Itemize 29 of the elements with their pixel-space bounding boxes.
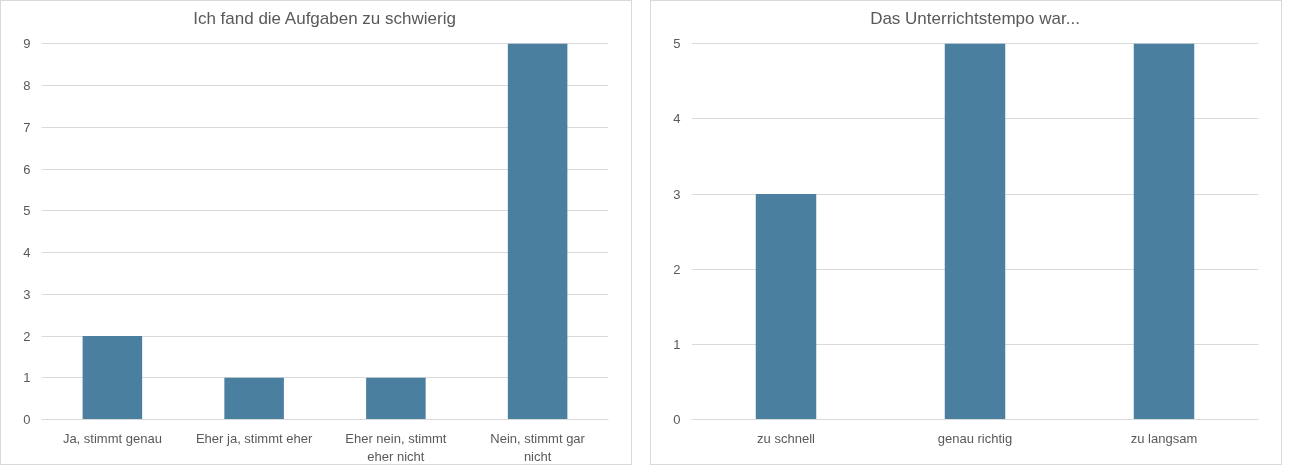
y-tick-label: 3	[673, 186, 681, 202]
y-tick-label: 2	[673, 261, 681, 277]
bar	[366, 377, 426, 420]
y-tick-label: 6	[23, 161, 31, 177]
y-tick-label: 0	[673, 412, 681, 427]
y-tick-label: 4	[23, 245, 31, 261]
x-tick-label: zu schnell	[757, 430, 816, 446]
y-tick-label: 7	[23, 119, 31, 135]
y-tick-label: 2	[23, 328, 31, 344]
x-tick-label: Eher nein, stimmt eher nicht	[345, 430, 447, 464]
y-tick-label: 1	[673, 336, 681, 352]
y-tick-label: 1	[23, 370, 31, 386]
chart-title: Das Unterrichtstempo war...	[870, 8, 1080, 28]
x-tick-label: Eher ja, stimmt eher	[195, 430, 313, 446]
y-tick-label: 5	[23, 203, 31, 219]
y-tick-label: 5	[673, 36, 681, 52]
chart-title: Ich fand die Aufgaben zu schwierig	[193, 8, 456, 28]
x-tick-label: Ja, stimmt genau	[62, 430, 162, 446]
y-tick-label: 0	[23, 412, 31, 427]
y-tick-label: 9	[23, 36, 31, 52]
bar	[82, 336, 143, 420]
y-tick-label: 4	[673, 111, 681, 127]
x-tick-label: zu langsam	[1130, 430, 1198, 446]
y-tick-label: 3	[23, 286, 31, 302]
x-tick-label: genau richtig	[937, 430, 1013, 446]
bar	[224, 377, 284, 420]
x-tick-label: Nein, stimmt gar nicht	[490, 430, 586, 464]
bar	[507, 43, 568, 420]
y-tick-label: 8	[23, 78, 31, 94]
